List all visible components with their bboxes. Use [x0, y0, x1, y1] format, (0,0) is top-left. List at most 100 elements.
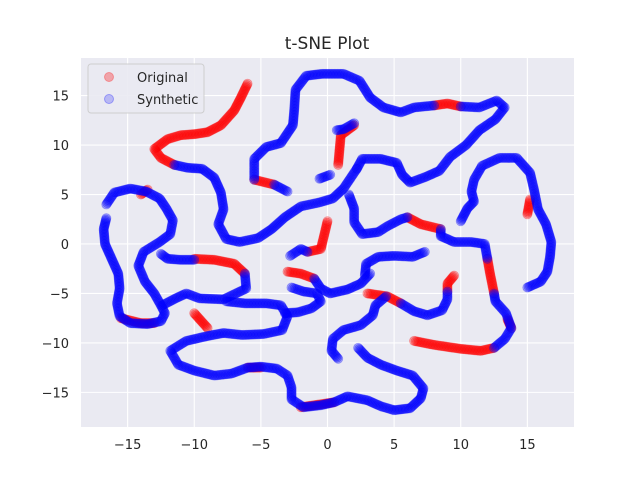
point-synthetic: [148, 287, 159, 298]
point-synthetic: [170, 160, 181, 171]
point-synthetic: [166, 212, 177, 223]
point-original: [335, 130, 346, 141]
point-synthetic: [157, 304, 168, 315]
point-original: [203, 126, 214, 137]
point-synthetic: [128, 184, 139, 195]
point-original: [482, 256, 493, 267]
point-synthetic: [217, 199, 228, 210]
point-original: [464, 344, 475, 355]
point-original: [301, 270, 312, 281]
point-original: [246, 362, 257, 373]
point-original: [333, 156, 344, 167]
point-original: [140, 318, 151, 329]
point-synthetic: [218, 294, 229, 305]
point-synthetic: [246, 329, 257, 340]
point-original: [234, 95, 245, 106]
point-original: [410, 336, 421, 347]
point-synthetic: [255, 329, 266, 340]
point-synthetic: [146, 189, 157, 200]
point-synthetic: [184, 254, 195, 265]
point-synthetic: [242, 298, 253, 309]
point-original: [190, 309, 201, 320]
point-synthetic: [321, 195, 332, 206]
point-synthetic: [249, 329, 260, 340]
point-original: [215, 256, 226, 267]
point-original: [346, 122, 357, 133]
point-synthetic: [136, 269, 147, 280]
point-original: [421, 338, 432, 349]
point-original: [201, 321, 212, 332]
point-original: [154, 151, 165, 162]
point-original: [335, 134, 346, 145]
point-synthetic: [283, 209, 294, 220]
point-synthetic: [167, 215, 178, 226]
point-original: [217, 117, 228, 128]
point-synthetic: [335, 186, 346, 197]
point-synthetic: [218, 202, 229, 213]
point-original: [119, 313, 130, 324]
point-original: [190, 128, 201, 139]
point-synthetic: [121, 315, 132, 326]
point-synthetic: [138, 186, 149, 197]
point-original: [234, 263, 245, 274]
point-synthetic: [228, 235, 239, 246]
point-synthetic: [227, 297, 238, 308]
point-original: [298, 269, 309, 280]
point-original: [432, 340, 443, 351]
point-synthetic: [220, 328, 231, 339]
point-synthetic: [235, 286, 246, 297]
point-synthetic: [181, 288, 192, 299]
point-original: [264, 178, 275, 189]
point-synthetic: [216, 192, 227, 203]
point-original: [488, 285, 499, 296]
point-synthetic: [99, 233, 110, 244]
point-original: [157, 153, 168, 164]
point-synthetic: [224, 296, 235, 307]
point-original: [503, 316, 514, 327]
point-synthetic: [266, 224, 277, 235]
point-original: [190, 253, 201, 264]
point-synthetic: [293, 203, 304, 214]
point-synthetic: [381, 291, 392, 302]
point-synthetic: [202, 293, 213, 304]
point-synthetic: [214, 183, 225, 194]
point-original: [199, 127, 210, 138]
point-original: [321, 220, 332, 231]
point-synthetic: [162, 297, 173, 308]
point-synthetic: [151, 192, 162, 203]
point-original: [232, 261, 243, 272]
point-synthetic: [281, 312, 292, 323]
x-tick-label: 0: [323, 438, 331, 453]
point-synthetic: [205, 170, 216, 181]
point-synthetic: [139, 246, 150, 257]
point-synthetic: [175, 254, 186, 265]
point-synthetic: [134, 185, 145, 196]
point-original: [196, 254, 207, 265]
point-original: [253, 175, 264, 186]
point-original: [261, 177, 272, 188]
point-original: [166, 158, 177, 169]
point-original: [315, 243, 326, 254]
point-synthetic: [240, 279, 251, 290]
point-synthetic: [149, 288, 160, 299]
point-original: [227, 258, 238, 269]
point-original: [326, 397, 337, 408]
point-synthetic: [155, 248, 166, 259]
point-original: [451, 343, 462, 354]
point-synthetic: [170, 293, 181, 304]
point-synthetic: [147, 241, 158, 252]
point-original: [334, 148, 345, 159]
point-synthetic: [343, 175, 354, 186]
point-original: [151, 146, 162, 157]
point-synthetic: [287, 207, 298, 218]
point-synthetic: [231, 329, 242, 340]
point-original: [252, 175, 263, 186]
point-synthetic: [265, 224, 276, 235]
point-synthetic: [292, 203, 303, 214]
point-original: [423, 221, 434, 232]
point-synthetic: [229, 288, 240, 299]
point-synthetic: [229, 297, 240, 308]
point-original: [320, 225, 331, 236]
point-original: [226, 108, 237, 119]
point-synthetic: [139, 186, 150, 197]
